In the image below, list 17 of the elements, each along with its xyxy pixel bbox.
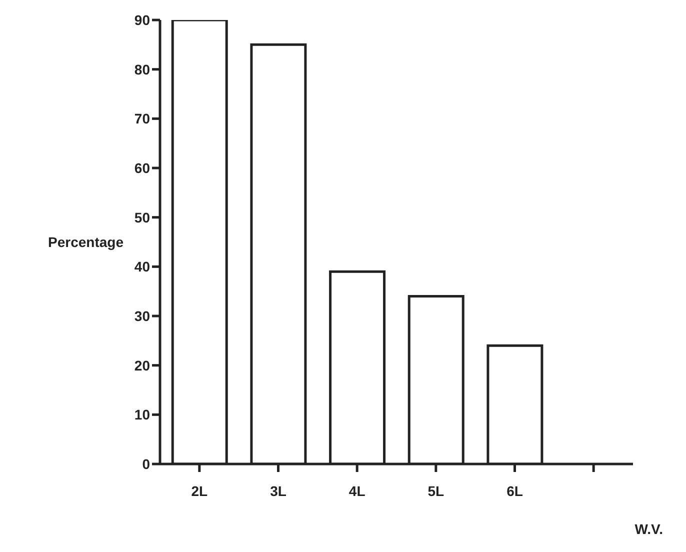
- y-axis-title: Percentage: [48, 234, 124, 250]
- y-tick-label: 70: [134, 110, 150, 127]
- y-tick-label: 80: [134, 61, 150, 78]
- x-tick-label: 3L: [270, 482, 287, 499]
- x-tick-label: 2L: [191, 482, 208, 499]
- y-tick-label: 10: [134, 406, 150, 423]
- y-tick-label: 90: [134, 12, 150, 28]
- y-tick-label: 30: [134, 308, 150, 324]
- x-tick-label: 6L: [506, 482, 524, 499]
- x-axis-title: W.V.: [634, 521, 663, 537]
- y-tick-label: 20: [134, 357, 150, 374]
- y-tick-label: 40: [134, 258, 150, 275]
- y-tick-label: 50: [134, 209, 150, 226]
- x-tick-label: 5L: [428, 482, 445, 499]
- y-tick-label: 0: [142, 456, 150, 472]
- y-tick-label: 60: [134, 160, 150, 176]
- x-tick-label: 4L: [348, 482, 366, 499]
